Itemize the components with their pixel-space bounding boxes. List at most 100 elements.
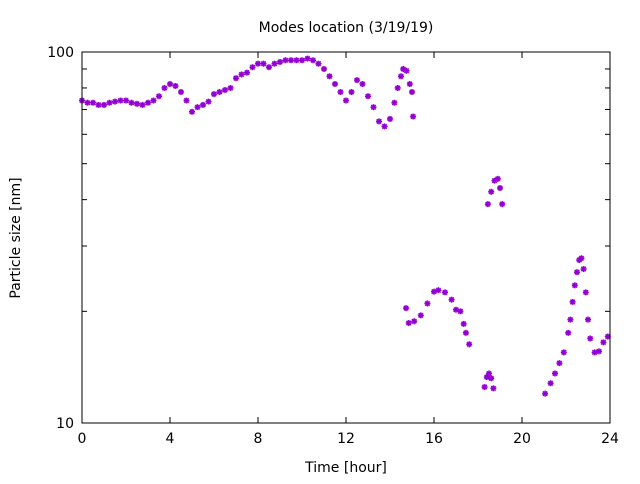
data-point <box>123 97 129 104</box>
data-point <box>435 287 442 294</box>
data-point <box>567 316 574 323</box>
x-tick-label: 4 <box>166 431 175 447</box>
data-point <box>448 296 455 303</box>
data-point <box>571 282 578 289</box>
data-point <box>405 320 412 327</box>
data-point <box>578 255 585 262</box>
data-point <box>466 341 473 348</box>
data-point <box>365 93 371 100</box>
data-point <box>387 115 393 122</box>
data-point <box>442 289 448 296</box>
data-point <box>587 335 594 342</box>
data-point <box>497 184 503 191</box>
data-point <box>337 89 344 96</box>
data-point <box>326 73 333 80</box>
data-point <box>394 84 401 91</box>
data-point <box>145 99 151 106</box>
data-point <box>238 71 245 78</box>
data-point <box>591 349 598 356</box>
data-point <box>343 97 349 104</box>
data-point <box>494 175 501 182</box>
data-point <box>194 104 201 111</box>
data-point <box>582 289 589 296</box>
x-tick-label: 12 <box>337 431 355 447</box>
data-point <box>205 98 212 105</box>
data-point <box>222 86 228 93</box>
data-point <box>90 99 96 106</box>
data-point <box>411 318 418 325</box>
data-point <box>596 348 602 355</box>
x-tick-label: 20 <box>513 431 531 447</box>
y-tick-label: 10 <box>56 416 74 432</box>
data-point <box>216 89 223 96</box>
data-point <box>106 99 113 106</box>
data-point <box>266 64 272 71</box>
data-point <box>406 80 413 87</box>
data-point <box>249 64 256 71</box>
data-point <box>370 104 377 111</box>
y-tick-label: 100 <box>47 45 74 61</box>
data-point <box>117 97 124 104</box>
data-point <box>569 298 576 305</box>
data-point <box>167 80 173 87</box>
data-point <box>277 58 283 65</box>
x-axis-label: Time [hour] <box>304 460 387 476</box>
data-points <box>79 55 611 397</box>
chart-title: Modes location (3/19/19) <box>259 20 434 36</box>
data-point <box>403 67 410 74</box>
data-point <box>150 97 157 104</box>
x-tick-label: 0 <box>78 431 87 447</box>
data-point <box>565 329 572 336</box>
data-point <box>462 329 469 336</box>
data-point <box>84 99 91 106</box>
data-point <box>310 57 316 64</box>
data-point <box>552 370 558 377</box>
data-point <box>409 89 415 96</box>
x-tick-label: 24 <box>601 431 619 447</box>
data-point <box>488 188 495 195</box>
data-point <box>381 123 388 130</box>
data-point <box>200 101 206 108</box>
data-point <box>134 100 140 107</box>
data-point <box>161 84 168 91</box>
data-point <box>490 385 497 392</box>
data-point <box>460 320 467 327</box>
data-point <box>288 57 294 64</box>
data-point <box>348 89 355 96</box>
data-point <box>304 55 311 62</box>
data-point <box>354 77 360 84</box>
plot-frame <box>81 51 611 424</box>
y-axis-label: Particle size [nm] <box>8 177 24 298</box>
data-point <box>172 82 179 89</box>
data-point <box>574 269 580 276</box>
data-point <box>271 60 278 67</box>
data-point <box>315 60 322 67</box>
data-point <box>398 73 404 80</box>
data-point <box>542 390 549 397</box>
data-point <box>189 108 195 115</box>
data-point <box>332 80 338 87</box>
data-point <box>403 305 410 312</box>
data-point <box>486 370 492 377</box>
data-point <box>424 300 431 307</box>
data-point <box>260 60 267 67</box>
data-point <box>481 384 488 391</box>
data-point <box>227 84 234 91</box>
data-point <box>211 91 217 98</box>
data-point <box>488 375 495 382</box>
data-point <box>556 360 563 367</box>
data-point <box>499 201 506 208</box>
data-point <box>600 339 607 346</box>
data-point <box>457 308 464 315</box>
x-tick-label: 8 <box>254 431 263 447</box>
data-point <box>139 101 146 108</box>
data-point <box>299 57 305 64</box>
data-point <box>156 93 162 100</box>
data-point <box>484 201 491 208</box>
data-point <box>178 89 184 96</box>
data-point <box>112 98 118 105</box>
data-point <box>585 316 591 323</box>
data-point <box>410 113 417 120</box>
data-point <box>183 97 190 104</box>
